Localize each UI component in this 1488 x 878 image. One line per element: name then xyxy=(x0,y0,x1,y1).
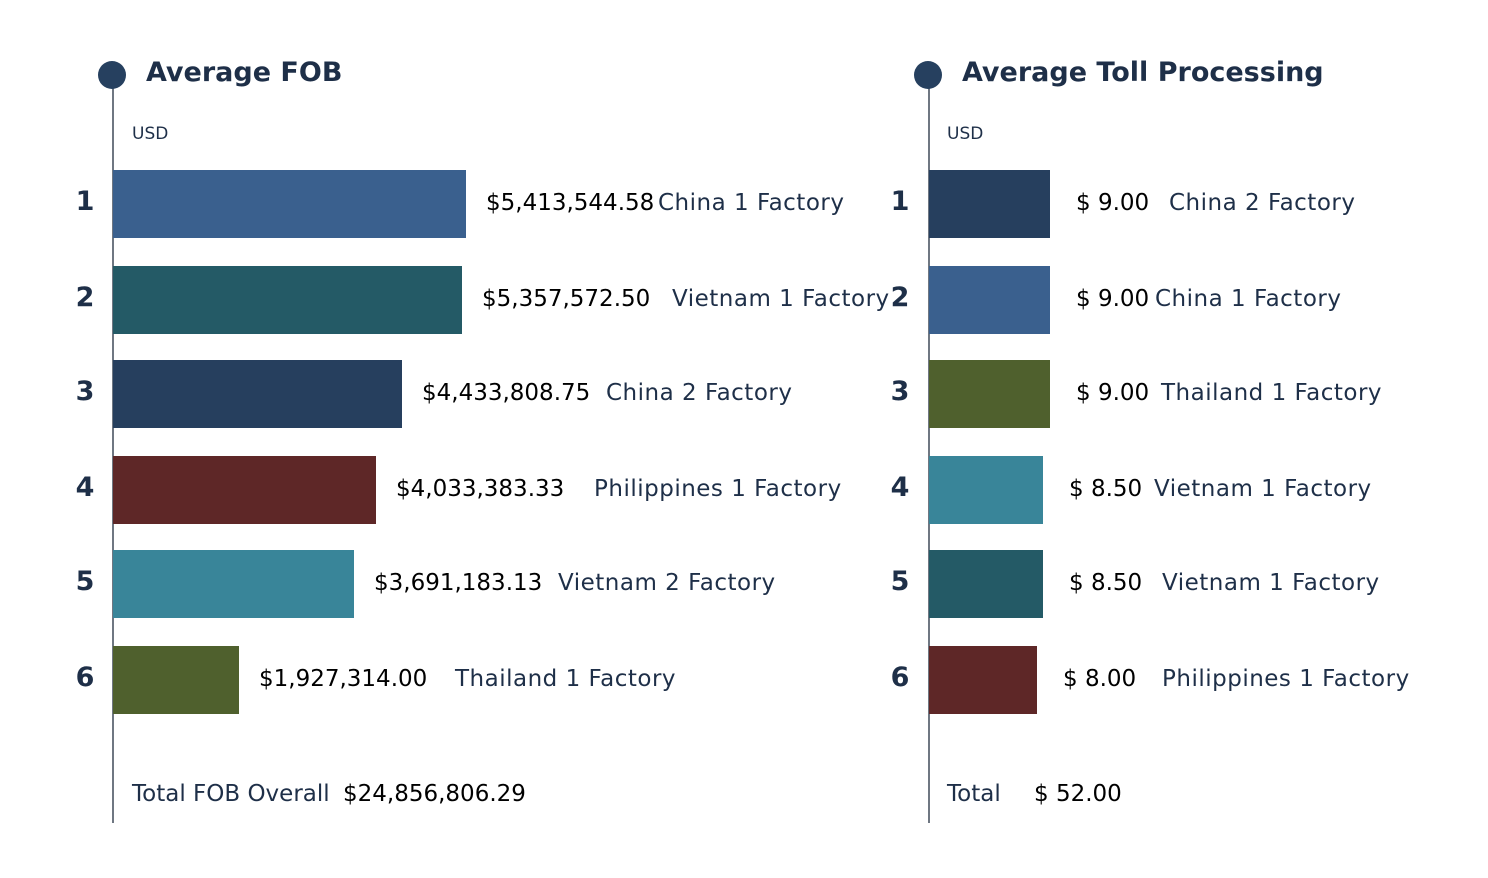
toll-bar-6 xyxy=(929,646,1037,714)
fob-value-label-1: $5,413,544.58 xyxy=(486,190,655,216)
fob-value-label-2: $5,357,572.50 xyxy=(482,286,651,312)
fob-value-label-5: $3,691,183.13 xyxy=(374,570,543,596)
fob-bar-5 xyxy=(113,550,354,618)
fob-title-marker xyxy=(98,61,126,89)
fob-bar-4 xyxy=(113,456,376,524)
fob-bar-6 xyxy=(113,646,239,714)
toll-bar-1 xyxy=(929,170,1050,238)
toll-category-label-2: China 1 Factory xyxy=(1155,286,1342,312)
toll-rank-2: 2 xyxy=(890,282,910,313)
fob-category-label-4: Philippines 1 Factory xyxy=(594,476,842,502)
toll-bar-2 xyxy=(929,266,1050,334)
toll-total-value: $ 52.00 xyxy=(1034,781,1122,807)
fob-category-label-2: Vietnam 1 Factory xyxy=(672,286,890,312)
toll-category-label-1: China 2 Factory xyxy=(1169,190,1356,216)
fob-value-label-3: $4,433,808.75 xyxy=(422,380,591,406)
fob-unit-label: USD xyxy=(132,124,169,144)
fob-bar-1 xyxy=(113,170,466,238)
fob-category-label-5: Vietnam 2 Factory xyxy=(558,570,776,596)
fob-bar-2 xyxy=(113,266,462,334)
toll-rank-4: 4 xyxy=(890,472,910,503)
toll-title-marker xyxy=(914,61,942,89)
fob-rank-5: 5 xyxy=(75,566,95,597)
toll-category-label-3: Thailand 1 Factory xyxy=(1161,380,1383,406)
toll-rank-5: 5 xyxy=(890,566,910,597)
fob-total-label: Total FOB Overall xyxy=(132,781,330,807)
fob-rank-1: 1 xyxy=(75,186,95,217)
fob-category-label-1: China 1 Factory xyxy=(658,190,845,216)
toll-value-label-1: $ 9.00 xyxy=(1076,190,1150,216)
toll-value-label-2: $ 9.00 xyxy=(1076,286,1150,312)
fob-total-value: $24,856,806.29 xyxy=(343,781,526,807)
toll-value-label-6: $ 8.00 xyxy=(1063,666,1137,692)
fob-title: Average FOB xyxy=(146,57,343,88)
toll-axis-line xyxy=(928,78,930,823)
toll-title: Average Toll Processing xyxy=(962,57,1324,88)
fob-rank-6: 6 xyxy=(75,662,95,693)
toll-rank-3: 3 xyxy=(890,376,910,407)
fob-rank-2: 2 xyxy=(75,282,95,313)
toll-value-label-3: $ 9.00 xyxy=(1076,380,1150,406)
toll-rank-6: 6 xyxy=(890,662,910,693)
fob-category-label-6: Thailand 1 Factory xyxy=(455,666,677,692)
fob-axis-line xyxy=(112,78,114,823)
toll-bar-3 xyxy=(929,360,1050,428)
fob-bar-3 xyxy=(113,360,402,428)
fob-value-label-4: $4,033,383.33 xyxy=(396,476,565,502)
toll-category-label-4: Vietnam 1 Factory xyxy=(1154,476,1372,502)
toll-total-label: Total xyxy=(947,781,1001,807)
toll-category-label-6: Philippines 1 Factory xyxy=(1162,666,1410,692)
fob-rank-4: 4 xyxy=(75,472,95,503)
toll-category-label-5: Vietnam 1 Factory xyxy=(1162,570,1380,596)
toll-value-label-4: $ 8.50 xyxy=(1069,476,1143,502)
toll-bar-4 xyxy=(929,456,1043,524)
toll-unit-label: USD xyxy=(947,124,984,144)
toll-value-label-5: $ 8.50 xyxy=(1069,570,1143,596)
fob-rank-3: 3 xyxy=(75,376,95,407)
fob-category-label-3: China 2 Factory xyxy=(606,380,793,406)
fob-value-label-6: $1,927,314.00 xyxy=(259,666,428,692)
toll-rank-1: 1 xyxy=(890,186,910,217)
toll-bar-5 xyxy=(929,550,1043,618)
